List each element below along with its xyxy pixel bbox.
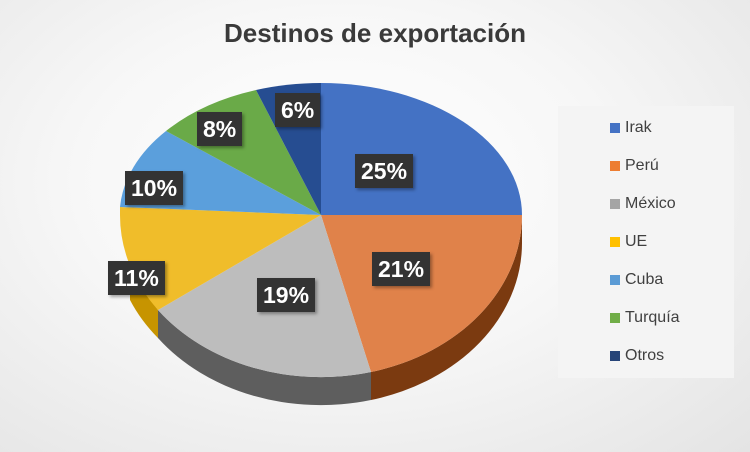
legend-swatch-icon — [610, 275, 620, 285]
legend-swatch-icon — [610, 199, 620, 209]
legend-item-peru[interactable]: Perú — [610, 156, 659, 176]
chart-title: Destinos de exportación — [224, 18, 526, 48]
data-label-mexico: 19% — [257, 278, 316, 312]
legend-label: Perú — [625, 157, 659, 174]
legend-label: México — [625, 195, 676, 212]
pie-slice-ue[interactable] — [119, 207, 321, 310]
pie-slice-peru[interactable] — [321, 215, 523, 372]
legend-item-otros[interactable]: Otros — [610, 346, 664, 366]
data-label-peru: 21% — [372, 252, 431, 286]
legend-item-irak[interactable]: Irak — [610, 118, 652, 138]
pie-side-peru — [371, 215, 523, 400]
legend-swatch-icon — [610, 351, 620, 361]
legend-swatch-icon — [610, 237, 620, 247]
chart-legend: Irak Perú México UE Cuba Turquía Otros — [558, 106, 734, 378]
pie-side-mexico — [158, 310, 371, 406]
legend-item-ue[interactable]: UE — [610, 232, 647, 252]
data-label-ue: 11% — [108, 261, 165, 295]
legend-item-cuba[interactable]: Cuba — [610, 270, 663, 290]
legend-swatch-icon — [610, 313, 620, 323]
legend-label: UE — [625, 233, 648, 250]
legend-swatch-icon — [610, 123, 620, 133]
data-label-irak: 25% — [355, 154, 414, 188]
legend-swatch-icon — [610, 161, 620, 171]
legend-label: Otros — [625, 347, 665, 364]
legend-item-turquia[interactable]: Turquía — [610, 308, 680, 328]
data-label-cuba: 10% — [125, 171, 184, 205]
pie-slice-irak[interactable] — [321, 83, 522, 215]
legend-label: Turquía — [625, 309, 680, 326]
legend-label: Irak — [625, 119, 652, 136]
legend-item-mexico[interactable]: México — [610, 194, 676, 214]
data-label-turquia: 8% — [197, 112, 243, 146]
legend-label: Cuba — [625, 271, 664, 288]
data-label-otros: 6% — [275, 93, 321, 127]
